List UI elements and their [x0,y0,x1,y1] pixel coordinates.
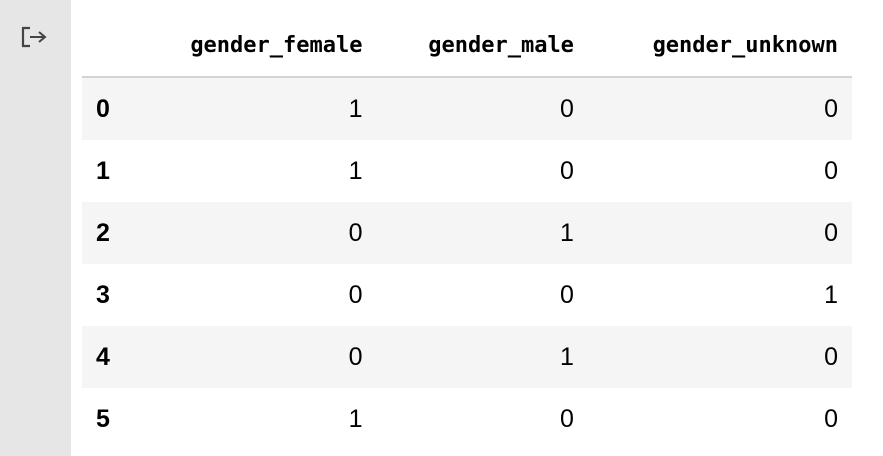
table-row: 5 1 0 0 [82,388,852,450]
column-header-gender-male: gender_male [376,14,588,78]
cell-gender-female: 0 [348,218,363,247]
dataframe-table: gender_female gender_male gender_unknown… [82,14,852,450]
table-header-row: gender_female gender_male gender_unknown [82,14,852,78]
output-arrow-icon[interactable] [20,24,50,50]
cell-gender-female: 1 [348,94,363,123]
dataframe-table-container: gender_female gender_male gender_unknown… [82,14,852,450]
cell-gender-male: 1 [560,342,574,371]
column-header-gender-female: gender_female [130,14,377,78]
cell-gender-unknown: 1 [824,280,838,309]
cell-gender-female: 0 [348,342,363,371]
cell-gender-female: 1 [348,156,363,185]
table-row: 2 0 1 0 [82,202,852,264]
cell-gender-unknown: 0 [824,218,838,247]
cell-gender-unknown: 0 [824,94,838,123]
row-index: 3 [96,280,110,309]
cell-gender-unknown: 0 [824,404,838,433]
row-index: 4 [96,342,110,371]
row-index: 2 [96,218,110,247]
row-index: 0 [96,94,110,123]
index-header [82,14,130,78]
cell-gender-male: 0 [560,156,574,185]
table-row: 1 1 0 0 [82,140,852,202]
table-row: 0 1 0 0 [82,77,852,140]
cell-gender-female: 0 [348,280,363,309]
row-index: 1 [96,156,110,185]
cell-gender-unknown: 0 [824,156,838,185]
table-row: 3 0 0 1 [82,264,852,326]
cell-gender-male: 1 [560,218,574,247]
cell-gender-unknown: 0 [824,342,838,371]
cell-gender-male: 0 [560,404,574,433]
output-gutter [0,0,71,456]
column-header-gender-unknown: gender_unknown [587,14,852,78]
cell-gender-male: 0 [560,280,574,309]
cell-gender-female: 1 [348,404,363,433]
cell-gender-male: 0 [560,94,574,123]
table-row: 4 0 1 0 [82,326,852,388]
row-index: 5 [96,404,110,433]
